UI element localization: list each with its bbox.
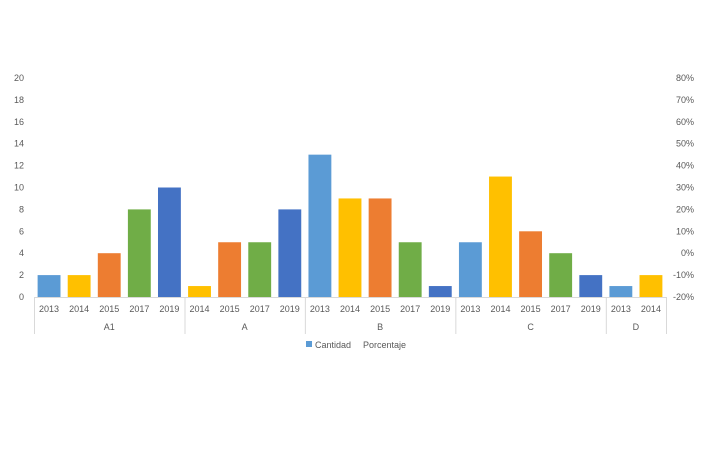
bar-b-2013 [308,154,332,297]
x-tick-label: 2019 [280,304,300,314]
x-tick-label: 2017 [551,304,571,314]
y2-tick-label: -10% [673,270,694,280]
y2-tick-label: 10% [676,226,694,236]
x-tick-label: 2014 [490,304,510,314]
bar-c-2015 [519,231,543,297]
y-tick-label: 6 [19,226,24,236]
x-tick-label: 2013 [611,304,631,314]
group-label: C [527,322,534,332]
x-tick-label: 2019 [430,304,450,314]
legend-label-porcentaje: Porcentaje [363,340,406,350]
bar-b-2017 [398,242,422,297]
y2-tick-label: 60% [676,117,694,127]
x-tick-label: 2015 [99,304,119,314]
y2-tick-label: 0% [681,248,694,258]
y-tick-label: 14 [14,139,24,149]
x-tick-label: 2014 [641,304,661,314]
bar-a1-2014 [67,275,91,297]
bar-b-2015 [368,198,392,297]
group-label: D [633,322,640,332]
y-tick-label: 10 [14,183,24,193]
x-tick-label: 2013 [460,304,480,314]
bar-a-2017 [248,242,272,297]
y2-tick-label: 40% [676,161,694,171]
x-tick-label: 2019 [581,304,601,314]
y-tick-label: 20 [14,73,24,83]
x-tick-label: 2017 [129,304,149,314]
x-tick-label: 2019 [159,304,179,314]
x-tick-label: 2014 [69,304,89,314]
bar-d-2013 [609,286,633,297]
x-tick-label: 2013 [310,304,330,314]
x-tick-label: 2014 [340,304,360,314]
x-tick-label: 2017 [400,304,420,314]
bar-d-2014 [639,275,663,297]
group-label: A [242,322,248,332]
bar-c-2013 [458,242,482,297]
x-tick-label: 2014 [190,304,210,314]
y-tick-label: 2 [19,270,24,280]
y-axis-right: -20% -10% 0% 10% 20% 30% 40% 50% 60% 70% 80% [673,73,694,302]
group-label: A1 [104,322,115,332]
legend: Cantidad Porcentaje [306,340,406,350]
y2-tick-label: 70% [676,95,694,105]
y-tick-label: 16 [14,117,24,127]
legend-swatch-cantidad [306,341,312,347]
bar-a1-2015 [97,253,121,297]
y2-tick-label: -20% [673,292,694,302]
x-tick-label: 2013 [39,304,59,314]
x-tick-label: 2015 [521,304,541,314]
bars [37,154,663,297]
bar-c-2017 [549,253,573,297]
y-tick-label: 12 [14,161,24,171]
y2-tick-label: 20% [676,204,694,214]
y2-tick-label: 80% [676,73,694,83]
bar-a1-2017 [127,209,151,297]
y-tick-label: 18 [14,95,24,105]
legend-label-cantidad: Cantidad [315,340,351,350]
y-tick-label: 4 [19,248,24,258]
bar-b-2014 [338,198,362,297]
x-tick-label: 2015 [370,304,390,314]
group-label: B [377,322,383,332]
bar-c-2014 [489,176,512,297]
bar-a1-2013 [37,275,61,297]
bar-b-2019 [428,286,452,297]
y2-tick-label: 30% [676,183,694,193]
x-tick-label: 2017 [250,304,270,314]
bar-a-2015 [218,242,242,297]
bar-a-2014 [188,286,211,297]
bar-c-2019 [579,275,603,297]
x-tick-label: 2015 [220,304,240,314]
y-axis-left: 0 2 4 6 8 10 12 14 16 18 20 [14,73,24,302]
y-tick-label: 8 [19,204,24,214]
bar-a-2019 [278,209,302,297]
bar-a1-2019 [157,187,181,297]
y-tick-label: 0 [19,292,24,302]
y2-tick-label: 50% [676,139,694,149]
